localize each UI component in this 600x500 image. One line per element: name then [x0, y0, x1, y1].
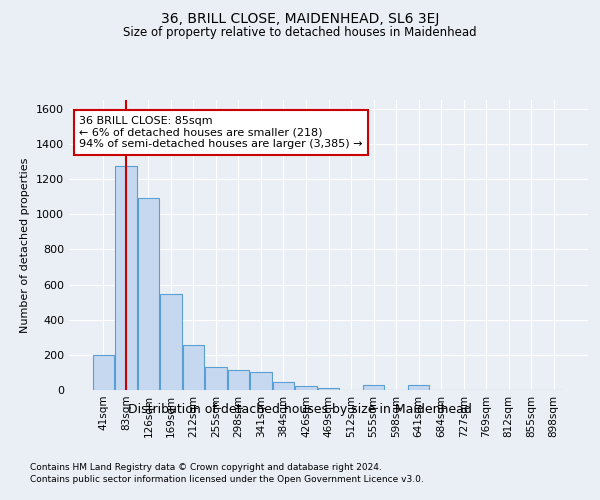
Text: Size of property relative to detached houses in Maidenhead: Size of property relative to detached ho… — [123, 26, 477, 39]
Bar — [205, 367, 227, 390]
Bar — [160, 294, 182, 390]
Bar — [363, 385, 384, 390]
Text: Contains public sector information licensed under the Open Government Licence v3: Contains public sector information licen… — [30, 475, 424, 484]
Bar — [318, 388, 339, 390]
Bar — [228, 370, 249, 390]
Bar — [273, 382, 294, 390]
Bar — [137, 198, 159, 390]
Bar — [182, 345, 204, 390]
Bar — [408, 385, 429, 390]
Text: Distribution of detached houses by size in Maidenhead: Distribution of detached houses by size … — [128, 402, 472, 415]
Bar — [295, 386, 317, 390]
Text: 36, BRILL CLOSE, MAIDENHEAD, SL6 3EJ: 36, BRILL CLOSE, MAIDENHEAD, SL6 3EJ — [161, 12, 439, 26]
Text: Contains HM Land Registry data © Crown copyright and database right 2024.: Contains HM Land Registry data © Crown c… — [30, 462, 382, 471]
Text: 36 BRILL CLOSE: 85sqm
← 6% of detached houses are smaller (218)
94% of semi-deta: 36 BRILL CLOSE: 85sqm ← 6% of detached h… — [79, 116, 363, 149]
Y-axis label: Number of detached properties: Number of detached properties — [20, 158, 31, 332]
Bar — [115, 166, 137, 390]
Bar — [250, 372, 272, 390]
Bar — [92, 355, 114, 390]
